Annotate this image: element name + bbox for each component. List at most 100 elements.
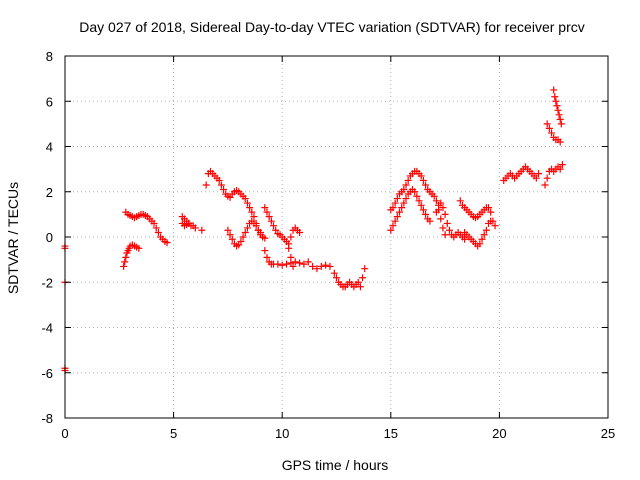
series-f1 <box>387 167 449 239</box>
series-a2 <box>120 241 143 270</box>
data-point <box>389 222 397 230</box>
data-point <box>202 181 210 189</box>
data-point <box>413 192 421 200</box>
data-point <box>402 195 410 203</box>
data-point <box>120 262 128 270</box>
series-a1 <box>122 208 171 247</box>
data-point <box>426 217 434 225</box>
data-point <box>330 269 338 277</box>
data-point <box>439 224 447 232</box>
data-point <box>443 219 451 227</box>
series-d2 <box>261 247 334 273</box>
y-tick-label: 2 <box>46 185 53 200</box>
data-point <box>417 172 425 180</box>
data-point <box>541 181 549 189</box>
data-point <box>556 138 564 146</box>
y-tick-label: -2 <box>41 275 53 290</box>
data-point <box>154 228 162 236</box>
data-point <box>389 204 397 212</box>
data-point <box>404 176 412 184</box>
data-point <box>487 217 495 225</box>
series-h2 <box>541 161 566 189</box>
data-point <box>419 206 427 214</box>
data-point <box>135 244 143 252</box>
data-point <box>243 224 251 232</box>
data-point <box>313 265 321 273</box>
data-point <box>256 228 264 236</box>
data-point <box>430 192 438 200</box>
y-tick-label: -4 <box>41 321 53 336</box>
y-axis-label: SDTVAR / TECUs <box>5 182 21 294</box>
data-points <box>61 86 566 374</box>
chart-title: Day 027 of 2018, Sidereal Day-to-day VTE… <box>79 19 585 35</box>
y-tick-label: 6 <box>46 94 53 109</box>
data-point <box>296 228 304 236</box>
data-point <box>304 258 312 266</box>
data-point <box>441 210 449 218</box>
series-g1 <box>456 197 499 230</box>
data-point <box>395 208 403 216</box>
y-tick-labels: -8 -6 -4 -2 0 2 4 6 8 <box>41 49 53 426</box>
series-d3 <box>285 244 297 270</box>
y-tick-label: 4 <box>46 140 53 155</box>
data-point <box>480 231 488 239</box>
data-point <box>246 204 254 212</box>
data-point <box>437 199 445 207</box>
data-point <box>122 253 130 261</box>
data-point <box>543 174 551 182</box>
data-point <box>215 176 223 184</box>
data-point <box>150 219 158 227</box>
data-point <box>359 274 367 282</box>
data-point <box>252 222 260 230</box>
x-axis-label: GPS time / hours <box>282 457 389 473</box>
data-point <box>356 283 364 291</box>
data-point <box>289 262 297 270</box>
data-point <box>552 97 560 105</box>
data-point <box>556 115 564 123</box>
data-point <box>300 260 308 268</box>
data-point <box>265 213 273 221</box>
x-tick-label: 15 <box>384 426 398 441</box>
data-point <box>432 208 440 216</box>
data-point <box>387 226 395 234</box>
y-tick-label: -6 <box>41 366 53 381</box>
data-point <box>121 258 129 266</box>
data-point <box>545 124 553 132</box>
data-point <box>422 210 430 218</box>
data-point <box>445 226 453 234</box>
data-point <box>415 197 423 205</box>
data-point <box>400 199 408 207</box>
data-point <box>557 120 565 128</box>
x-tick-label: 5 <box>170 426 177 441</box>
data-point <box>224 226 232 234</box>
data-point <box>532 174 540 182</box>
x-tick-labels: 0 5 10 15 20 25 <box>61 426 615 441</box>
data-point <box>237 238 245 246</box>
data-point <box>554 106 562 114</box>
series-g2 <box>461 217 495 250</box>
series-d1 <box>261 204 304 248</box>
y-tick-label: -8 <box>41 411 53 426</box>
data-point <box>243 199 251 207</box>
data-point <box>285 244 293 252</box>
data-point <box>322 261 330 269</box>
data-point <box>411 188 419 196</box>
data-point <box>270 222 278 230</box>
data-point <box>228 235 236 243</box>
x-tick-label: 0 <box>61 426 68 441</box>
data-point <box>487 208 495 216</box>
data-point <box>261 247 269 255</box>
data-point <box>432 197 440 205</box>
data-point <box>555 111 563 119</box>
data-point <box>553 102 561 110</box>
y-tick-label: 8 <box>46 49 53 64</box>
data-point <box>398 204 406 212</box>
data-point <box>417 201 425 209</box>
data-point <box>550 86 558 94</box>
data-point <box>456 197 464 205</box>
data-point <box>354 278 362 286</box>
series-h3 <box>543 120 564 146</box>
data-point <box>226 231 234 239</box>
data-point <box>482 226 490 234</box>
